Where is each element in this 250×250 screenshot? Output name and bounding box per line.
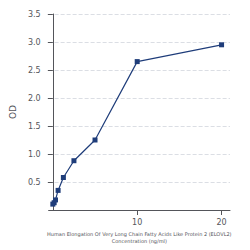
svg-text:2.0: 2.0: [28, 94, 41, 103]
svg-text:OD: OD: [8, 105, 18, 119]
svg-text:1.0: 1.0: [28, 150, 41, 159]
svg-text:20: 20: [216, 218, 226, 227]
svg-text:0.5: 0.5: [28, 178, 41, 187]
svg-text:3.5: 3.5: [28, 10, 41, 19]
svg-text:2.5: 2.5: [28, 66, 41, 75]
svg-text:10: 10: [132, 218, 142, 227]
svg-text:1.5: 1.5: [28, 122, 41, 131]
svg-text:Concentration (ng/ml): Concentration (ng/ml): [112, 238, 167, 245]
svg-text:3.0: 3.0: [28, 38, 41, 47]
svg-text:Human Elongation Of Very Long: Human Elongation Of Very Long Chain Fatt…: [47, 231, 232, 238]
